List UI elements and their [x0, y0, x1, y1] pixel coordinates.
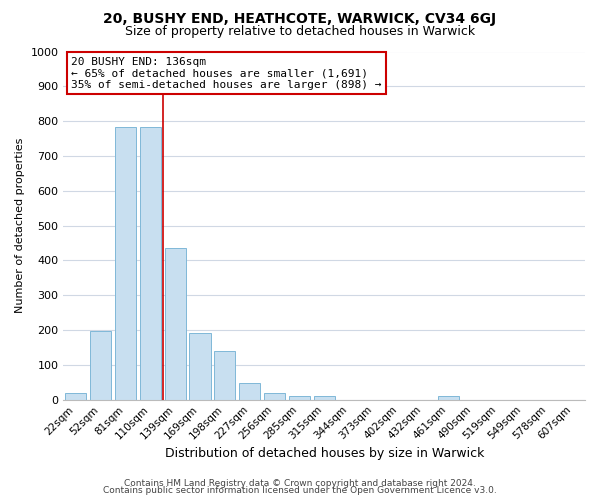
Text: Contains public sector information licensed under the Open Government Licence v3: Contains public sector information licen… — [103, 486, 497, 495]
Bar — [438, 396, 459, 400]
X-axis label: Distribution of detached houses by size in Warwick: Distribution of detached houses by size … — [164, 447, 484, 460]
Bar — [239, 382, 260, 400]
Bar — [65, 394, 86, 400]
Bar — [289, 396, 310, 400]
Y-axis label: Number of detached properties: Number of detached properties — [15, 138, 25, 314]
Text: Size of property relative to detached houses in Warwick: Size of property relative to detached ho… — [125, 25, 475, 38]
Bar — [164, 248, 186, 400]
Bar — [264, 394, 285, 400]
Bar — [115, 127, 136, 400]
Bar — [140, 127, 161, 400]
Bar — [190, 333, 211, 400]
Text: Contains HM Land Registry data © Crown copyright and database right 2024.: Contains HM Land Registry data © Crown c… — [124, 478, 476, 488]
Bar — [90, 331, 111, 400]
Bar — [314, 396, 335, 400]
Text: 20 BUSHY END: 136sqm
← 65% of detached houses are smaller (1,691)
35% of semi-de: 20 BUSHY END: 136sqm ← 65% of detached h… — [71, 56, 382, 90]
Bar — [214, 351, 235, 400]
Text: 20, BUSHY END, HEATHCOTE, WARWICK, CV34 6GJ: 20, BUSHY END, HEATHCOTE, WARWICK, CV34 … — [103, 12, 497, 26]
